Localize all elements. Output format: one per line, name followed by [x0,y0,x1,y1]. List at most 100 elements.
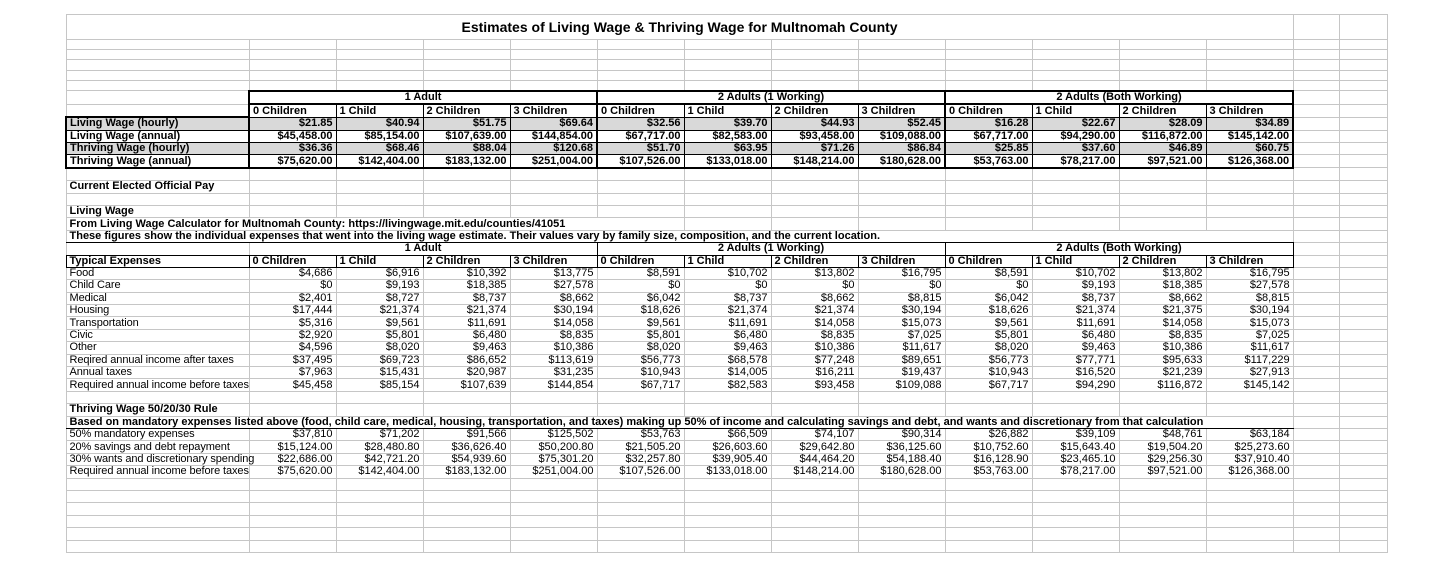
expense-cell: $5,316 [248,316,337,330]
grid-cell [683,390,772,405]
grid-cell [770,49,859,61]
expense-row-label: Annual taxes [65,366,250,380]
expense-cell: $27,578 [509,279,598,293]
wage-cell: $44.93 [770,116,859,131]
grid-cell [335,514,424,529]
grid-cell [1338,38,1388,51]
grid-cell [1205,217,1294,231]
grid-cell [335,539,424,553]
grid-cell [1031,59,1120,71]
grid-cell [1338,514,1388,529]
expense-row-label: Food [65,266,250,281]
grid-cell [1292,116,1340,131]
rule-cell: $37,810 [248,427,337,442]
grid-cell [1031,38,1120,51]
grid-cell [683,180,772,194]
rule-cell: $126,368.00 [1205,465,1294,479]
grid-cell [596,180,685,194]
expense-cell: $6,042 [944,291,1033,306]
rule-cell: $54,188.40 [857,452,946,467]
rule-cell: $97,521.00 [1118,465,1207,479]
wage-cell: $67,717.00 [944,129,1033,144]
wage-cell: $75,620.00 [248,154,337,169]
children-header: 3 Children [509,254,598,268]
rule-cell: $28,480.80 [335,440,424,454]
rule-cell: $75,620.00 [248,465,337,479]
expense-row-label: Child Care [65,279,250,293]
grid-cell [944,514,1033,529]
expense-cell: $82,583 [683,378,772,392]
grid-cell [1338,527,1388,541]
children-header: 3 Children [1205,254,1294,268]
rule-cell: $107,526.00 [596,465,685,479]
expense-cell: $9,561 [335,316,424,330]
grid-cell [248,204,337,219]
grid-cell [683,489,772,504]
wage-cell: $107,526.00 [596,154,685,169]
grid-cell [422,489,511,504]
sheet-grid: Estimates of Living Wage & Thriving Wage… [65,14,1388,553]
grid-cell [770,167,859,182]
grid-cell [65,390,250,405]
expense-cell: $27,913 [1205,366,1294,380]
grid-cell [65,489,250,504]
grid-cell [65,192,250,206]
empty-rows [65,192,1388,206]
expense-cell: $0 [248,279,337,293]
expense-cell: $10,702 [683,266,772,281]
expense-cell: $5,801 [944,328,1033,343]
wage-cell: $37.60 [1031,141,1120,156]
grid-cell [1292,465,1340,479]
children-header: 2 Children [1118,103,1207,118]
grid-cell [596,527,685,541]
grid-cell [1292,217,1340,231]
wage-cell: $69.64 [509,116,598,131]
expense-cell: $8,737 [683,291,772,306]
rule-cell: $78,217.00 [1031,465,1120,479]
wage-summary-table: 1 Adult 2 Adults (1 Working) 2 Adults (Bot… [65,89,1388,169]
grid-cell [770,514,859,529]
grid-cell [1292,141,1340,156]
group-header: 2 Adults (Both Working) [943,89,1295,106]
grid-cell [248,403,337,417]
expense-cell: $69,723 [335,353,424,368]
wage-cell: $145,142.00 [1205,129,1295,144]
wage-cell: $60.75 [1205,141,1295,156]
wage-cell: $148,214.00 [770,154,859,169]
wage-cell: $107,639.00 [422,129,511,144]
wage-row-label: Thriving Wage (hourly) [65,141,250,156]
rule-cell: $125,502 [509,427,598,442]
grid-cell [1031,539,1120,553]
grid-cell [1338,328,1388,343]
grid-cell [1338,415,1388,430]
expense-cell: $89,651 [857,353,946,368]
grid-cell [683,38,772,51]
wage-cell: $93,458.00 [770,129,859,144]
grid-cell [1292,527,1340,541]
grid-cell [1338,353,1388,368]
grid-cell [422,59,511,71]
rule-cell: $29,642.80 [770,440,859,454]
expense-cell: $30,194 [509,304,598,318]
rule-cell: $142,404.00 [335,465,424,479]
grid-cell [335,192,424,206]
grid-cell [335,502,424,516]
grid-cell [1338,192,1388,206]
grid-cell [857,539,946,553]
grid-cell [1338,116,1388,131]
grid-cell [509,514,598,529]
grid-cell [1292,192,1340,206]
grid-cell [65,527,250,541]
expense-cell: $9,561 [596,316,685,330]
children-header: 3 Children [1205,103,1295,118]
expense-cell: $6,480 [683,328,772,343]
grid-cell [1205,514,1294,529]
wage-row-label: Living Wage (hourly) [65,116,250,131]
grid-cell [509,79,598,92]
grid-cell [422,390,511,405]
grid-cell [509,192,598,206]
expense-cell: $9,463 [422,341,511,355]
grid-cell [335,390,424,405]
expense-cell: $30,194 [1205,304,1294,318]
expense-cell: $6,480 [422,328,511,343]
